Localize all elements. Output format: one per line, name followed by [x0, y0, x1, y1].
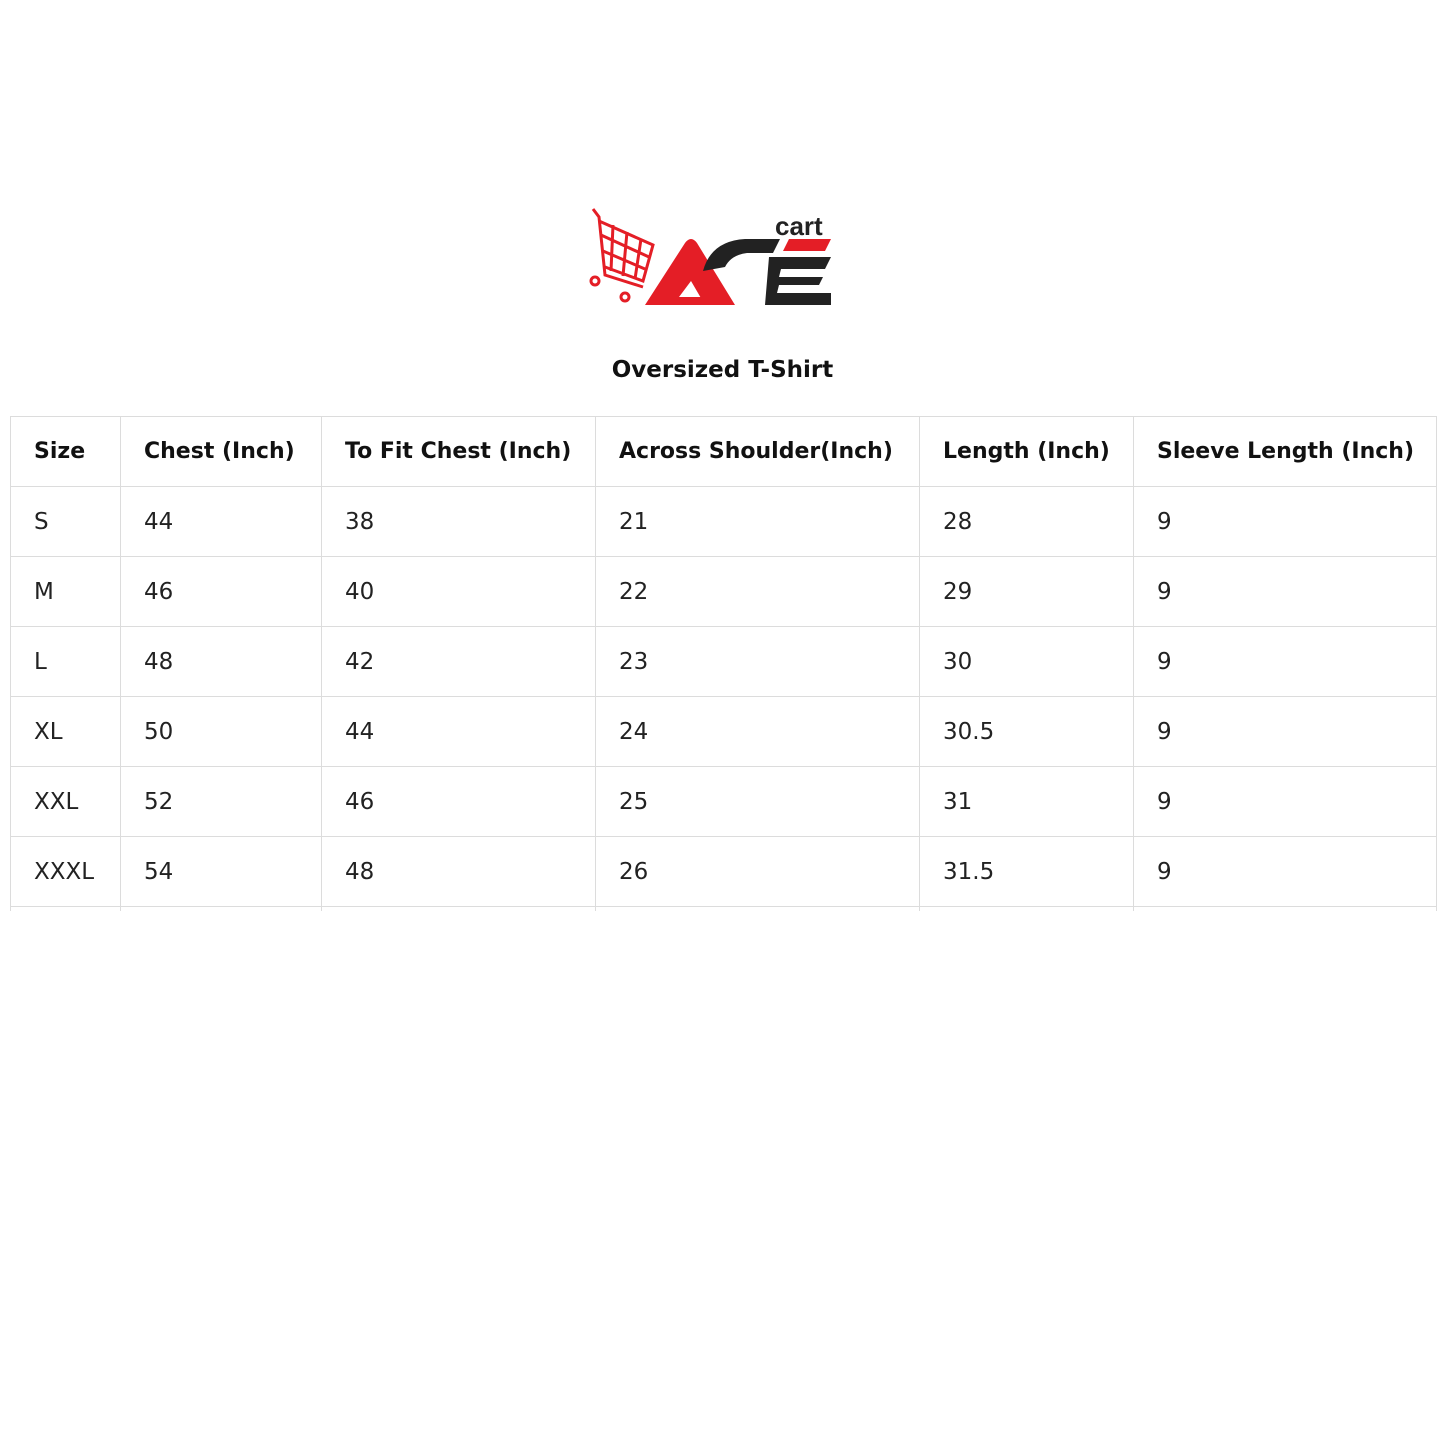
- table-row: XL 50 44 24 30.5 9: [10, 696, 1437, 767]
- table-cell: 50: [120, 696, 322, 767]
- size-chart-table: Size Chest (Inch) To Fit Chest (Inch) Ac…: [10, 416, 1437, 911]
- table-cell: S: [10, 486, 121, 557]
- header-length: Length (Inch): [919, 416, 1134, 487]
- table-cell: 38: [321, 486, 596, 557]
- table-cell: 9: [1133, 696, 1437, 767]
- table-row: L 48 42 23 30 9: [10, 626, 1437, 697]
- table-cell: L: [10, 626, 121, 697]
- table-cell: [120, 906, 322, 911]
- table-cell: [10, 906, 121, 911]
- table-cell: XL: [10, 696, 121, 767]
- table-cell: 42: [321, 626, 596, 697]
- table-cell: [1133, 906, 1437, 911]
- table-cell: 31.5: [919, 836, 1134, 907]
- header-chest: Chest (Inch): [120, 416, 322, 487]
- table-cell: 31: [919, 766, 1134, 837]
- table-row: S 44 38 21 28 9: [10, 486, 1437, 557]
- table-cell: 48: [120, 626, 322, 697]
- table-cell: [919, 906, 1134, 911]
- table-cell: 9: [1133, 556, 1437, 627]
- table-cell: XXXL: [10, 836, 121, 907]
- table-cell: 46: [321, 766, 596, 837]
- table-cell: 9: [1133, 486, 1437, 557]
- table-cell: 9: [1133, 836, 1437, 907]
- table-cell: 44: [321, 696, 596, 767]
- table-cell: 28: [919, 486, 1134, 557]
- table-cell: 23: [595, 626, 920, 697]
- logo-letter-a: [645, 239, 735, 305]
- logo-red-stroke: [783, 239, 831, 251]
- header-size: Size: [10, 416, 121, 487]
- logo-letter-c: [703, 239, 780, 271]
- table-cell: 26: [595, 836, 920, 907]
- table-cell: 9: [1133, 626, 1437, 697]
- table-cell: 48: [321, 836, 596, 907]
- table-cell: 44: [120, 486, 322, 557]
- table-cell: [595, 906, 920, 911]
- table-cell: 21: [595, 486, 920, 557]
- table-cell: M: [10, 556, 121, 627]
- table-cell: 22: [595, 556, 920, 627]
- table-cell: 30.5: [919, 696, 1134, 767]
- table-cell: 9: [1133, 766, 1437, 837]
- table-cell: 40: [321, 556, 596, 627]
- logo-letter-e: [765, 257, 831, 305]
- table-cell: XXL: [10, 766, 121, 837]
- table-cell: 52: [120, 766, 322, 837]
- shopping-cart-icon: [589, 208, 655, 303]
- table-row: M 46 40 22 29 9: [10, 556, 1437, 627]
- svg-text:cart: cart: [775, 211, 823, 241]
- table-cell: 29: [919, 556, 1134, 627]
- table-cell: 24: [595, 696, 920, 767]
- table-cell: [321, 906, 596, 911]
- table-row: XXXL 54 48 26 31.5 9: [10, 836, 1437, 907]
- table-row: XXL 52 46 25 31 9: [10, 766, 1437, 837]
- page-title: Oversized T-Shirt: [611, 357, 834, 383]
- acecart-logo: cart: [589, 208, 831, 305]
- header-across-shoulder: Across Shoulder(Inch): [595, 416, 920, 487]
- table-cell: 54: [120, 836, 322, 907]
- header-sleeve-length: Sleeve Length (Inch): [1133, 416, 1437, 487]
- table-header-row: Size Chest (Inch) To Fit Chest (Inch) Ac…: [10, 416, 1437, 487]
- table-cell: 25: [595, 766, 920, 837]
- table-cell: 30: [919, 626, 1134, 697]
- table-row-cutoff: [10, 906, 1437, 911]
- table-cell: 46: [120, 556, 322, 627]
- header-to-fit-chest: To Fit Chest (Inch): [321, 416, 596, 487]
